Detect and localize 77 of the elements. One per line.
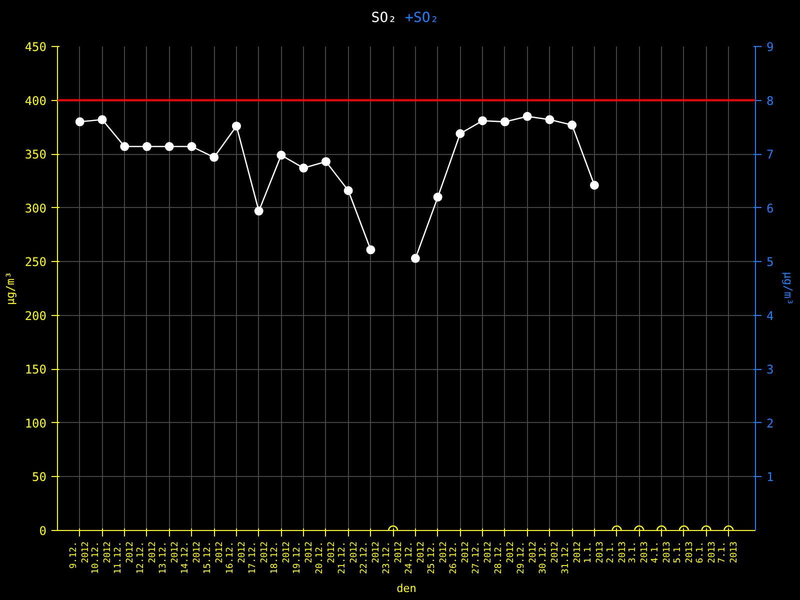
x-tick-label: 5.1. 2013 [672,541,695,564]
x-tick-label: 20.12. 2012 [314,541,337,574]
x-tick-label: 14.12. 2012 [180,541,203,574]
y-tick-label: 400 [24,94,47,108]
x-tick-label: 18.12. 2012 [270,541,292,574]
y2-axis-title: µg/m³ [782,272,795,306]
x-tick-label: 11.12. 2012 [114,541,136,574]
point [254,206,264,216]
y2-tick-label: 3 [766,362,774,377]
x-tick-label: 9.12. 2012 [68,541,91,569]
x-tick-label: 30.12. 2012 [538,541,561,574]
point [545,115,554,124]
x-tick-label: 27.12. 2012 [472,541,494,574]
point [478,116,488,126]
point [500,117,510,126]
point [299,164,308,173]
x-tick-label: 24.12. 2012 [404,541,426,574]
y-tick-label: 450 [24,40,47,54]
text: SO₂ [371,10,397,26]
point [522,112,532,121]
y2-tick-label: 6 [766,201,774,216]
point [98,115,107,124]
x-tick-label: 19.12. 2012 [292,541,315,574]
y2-tick-label: 1 [766,470,774,484]
y-tick-label: 350 [24,148,47,162]
y2-tick-label: 5 [766,255,774,270]
x-tick-label: 23.12. 2012 [382,541,404,574]
x-tick-label: 7.1. 2013 [718,541,740,564]
x-tick-label: 28.12. 2012 [494,541,516,574]
point [568,120,577,130]
legend-label: +SO₂ [405,10,439,26]
point [433,192,442,202]
x-tick-label: 25.12. 2012 [426,541,449,574]
y-axis-title: µg/m³ [4,272,17,306]
y-tick-label: 250 [24,255,47,270]
y-tick-label: 200 [24,308,47,323]
y-tick-label: 300 [24,201,47,216]
point [187,142,196,152]
point [232,122,241,131]
x-tick-label: 1.1. 2013 [583,541,606,564]
y2-tick-label: 9 [766,40,774,54]
point [276,150,286,160]
y2-tick-label: 4 [766,308,774,323]
y-tick-label: 0 [39,524,47,538]
x-tick-label: 12.12. 2012 [136,541,158,574]
x-tick-label: 4.1. 2013 [650,541,673,564]
point [120,142,130,152]
x-tick-label: 22.12. 2012 [360,541,382,574]
point [321,157,330,166]
x-tick-label: 15.12. 2012 [203,541,226,574]
point [210,152,219,162]
point [344,186,353,196]
y2-tick-label: 8 [766,94,774,108]
x-axis-title: den [396,582,416,596]
x-tick-label: 2.1. 2013 [606,541,628,564]
x-tick-label: 31.12. 2012 [561,541,584,574]
point [590,180,599,190]
x-tick-label: 16.12. 2012 [225,541,248,574]
x-tick-label: 3.1. 2013 [628,541,650,564]
point [410,254,420,263]
x-tick-label: 21.12. 2012 [337,541,360,574]
y2-tick-label: 2 [766,416,774,430]
point [75,117,84,126]
x-tick-label: 13.12. 2012 [158,541,180,574]
y2-tick-label: 7 [766,148,774,162]
y-tick-label: 50 [32,470,47,484]
y-tick-label: 150 [24,362,47,377]
point [142,142,152,152]
x-tick-label: 17.12. 2012 [248,541,270,574]
y-tick-label: 100 [24,416,47,430]
x-tick-label: 29.12. 2012 [516,541,538,574]
x-tick-label: 10.12. 2012 [91,541,114,574]
x-tick-label: 26.12. 2012 [449,541,472,574]
point [164,142,174,152]
point [366,245,376,254]
x-tick-label: 6.1. 2013 [695,541,718,564]
point [456,129,465,138]
